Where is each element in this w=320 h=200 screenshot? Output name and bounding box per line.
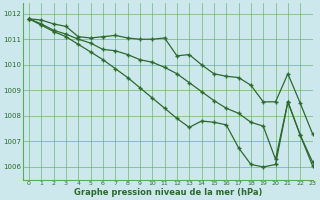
X-axis label: Graphe pression niveau de la mer (hPa): Graphe pression niveau de la mer (hPa) bbox=[74, 188, 262, 197]
